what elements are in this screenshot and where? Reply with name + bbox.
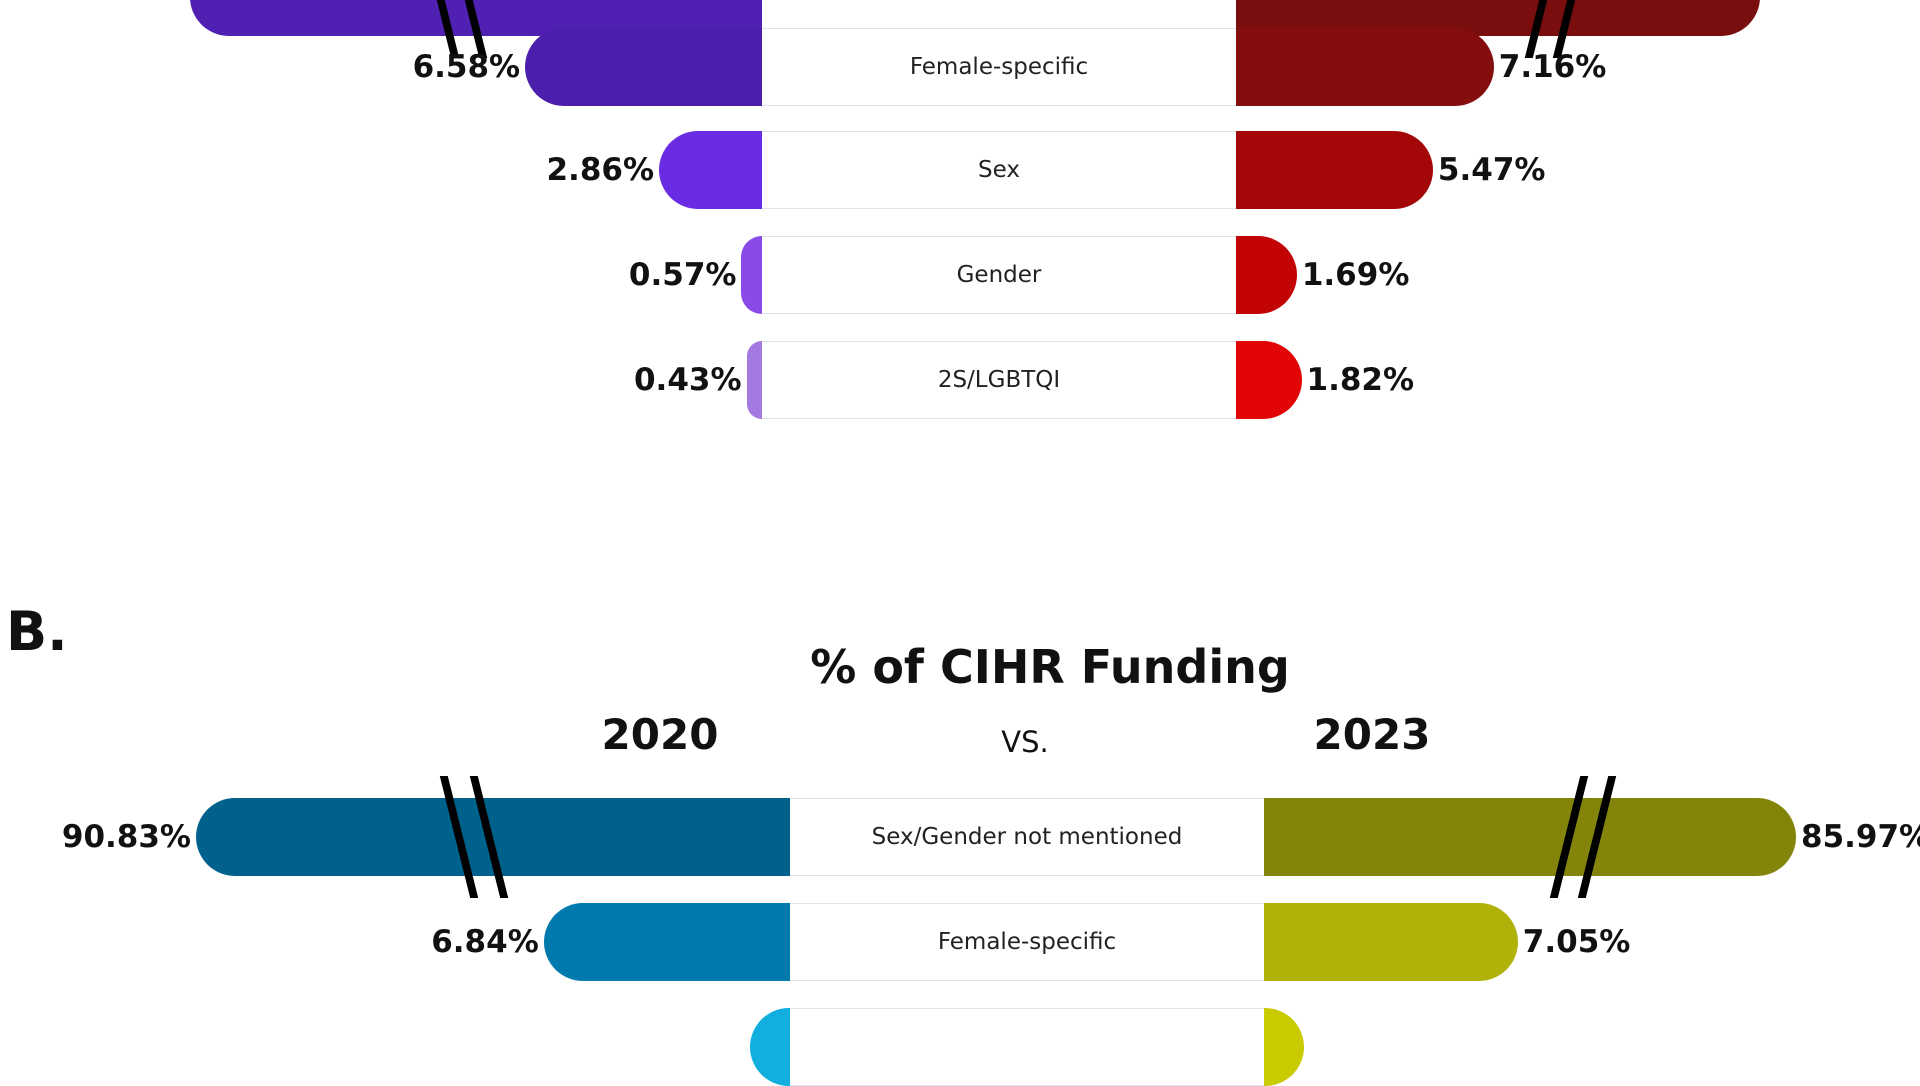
value-label-left: 0.43% [633, 362, 742, 398]
category-label: Female-specific [790, 903, 1264, 981]
bar-right [1264, 903, 1518, 981]
category-label: Female-specific [762, 28, 1236, 106]
value-label-left: 90.83% [61, 819, 191, 855]
year-label-left: 2020 [601, 710, 719, 759]
bar-left [741, 236, 762, 314]
category-label [790, 1008, 1264, 1086]
bar-left [750, 1008, 790, 1086]
bar-right [1264, 1008, 1304, 1086]
bar-left [525, 28, 762, 106]
year-label-right: 2023 [1313, 710, 1431, 759]
value-label-left: 2.86% [546, 152, 655, 188]
category-label: Gender [762, 236, 1236, 314]
value-label-right: 7.16% [1498, 49, 1607, 85]
value-label-left: 0.57% [628, 257, 737, 293]
panel-letter: B. [6, 600, 68, 663]
vs-label: VS. [1001, 725, 1049, 759]
bar-left [659, 131, 762, 209]
bar-right [1264, 798, 1796, 876]
category-label: Sex/Gender not mentioned [790, 798, 1264, 876]
value-label-right: 1.69% [1301, 257, 1410, 293]
category-label: Sex [762, 131, 1236, 209]
value-label-right: 5.47% [1437, 152, 1546, 188]
value-label-right: 1.82% [1306, 362, 1415, 398]
bar-left [543, 903, 790, 981]
bar-right [1236, 341, 1302, 419]
bar-right [1236, 131, 1433, 209]
value-label-left: 6.84% [431, 924, 539, 960]
chart-title: % of CIHR Funding [810, 640, 1290, 694]
bar-right [1236, 236, 1297, 314]
bar-right [1236, 28, 1494, 106]
category-label: 2S/LGBTQI [762, 341, 1236, 419]
value-label-right: 85.97% [1801, 819, 1920, 855]
value-label-right: 7.05% [1522, 924, 1631, 960]
value-label-left: 6.58% [412, 49, 521, 85]
bar-left [746, 341, 762, 419]
